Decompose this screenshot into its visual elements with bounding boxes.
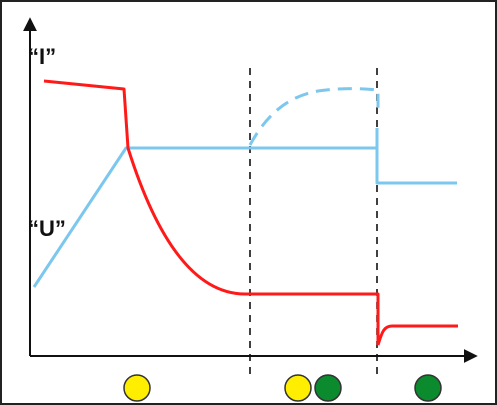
phase-2-indicator-green: [314, 374, 342, 402]
voltage-curve-dashed: [248, 87, 380, 146]
voltage-curve-drop: [375, 128, 457, 185]
current-curve-recover: [376, 324, 458, 346]
phase-3-indicator-green: [414, 374, 442, 402]
voltage-curve: [32, 146, 377, 288]
phase-2-indicator-yellow: [284, 374, 312, 402]
voltage-label: “U”: [28, 216, 66, 241]
current-curve: [43, 79, 380, 345]
current-label: “I”: [28, 44, 56, 69]
phase-1-indicator-yellow: [123, 374, 151, 402]
